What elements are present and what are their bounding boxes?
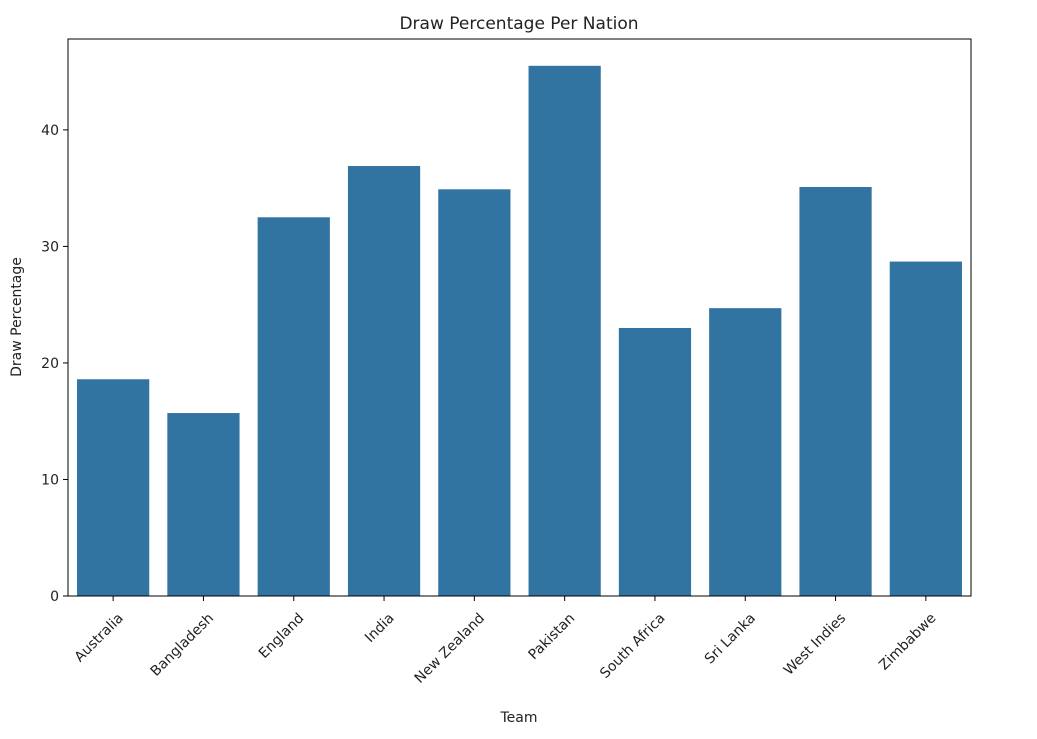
- x-tick-label: Zimbabwe: [876, 610, 939, 673]
- bar-new-zealand: [438, 189, 511, 596]
- x-tick-label: New Zealand: [412, 610, 488, 686]
- y-tick-label: 30: [41, 239, 59, 255]
- x-axis-ticks: Australia Bangladesh England India New Zeala…: [72, 596, 939, 687]
- bar-zimbabwe: [889, 261, 962, 596]
- bar-sri-lanka: [709, 308, 782, 596]
- bar-australia: [77, 379, 150, 596]
- y-axis-ticks: 0 10 20 30 40: [41, 123, 68, 605]
- y-axis-title: Draw Percentage: [9, 257, 25, 377]
- chart-title: Draw Percentage Per Nation: [399, 14, 638, 34]
- bar-west-indies: [799, 186, 872, 597]
- bar-england: [257, 217, 330, 597]
- y-tick-label: 40: [41, 123, 59, 139]
- y-tick-label: 0: [50, 589, 59, 605]
- x-axis-title: Team: [499, 710, 537, 726]
- bar-pakistan: [528, 65, 601, 597]
- x-tick-label: Pakistan: [525, 610, 578, 663]
- y-tick-label: 20: [41, 356, 59, 372]
- x-tick-label: South Africa: [597, 610, 668, 681]
- y-tick-label: 10: [41, 472, 59, 488]
- x-tick-label: Australia: [72, 610, 127, 665]
- bar-south-africa: [618, 327, 692, 596]
- bar-bangladesh: [167, 413, 240, 596]
- x-tick-label: England: [256, 610, 308, 662]
- x-tick-label: Sri Lanka: [702, 610, 759, 667]
- x-tick-label: India: [362, 610, 398, 646]
- plot-frame: [67, 38, 972, 597]
- bar-india: [347, 166, 421, 596]
- x-tick-label: Bangladesh: [148, 610, 217, 679]
- bars: [77, 65, 962, 597]
- x-tick-label: West Indies: [781, 610, 849, 678]
